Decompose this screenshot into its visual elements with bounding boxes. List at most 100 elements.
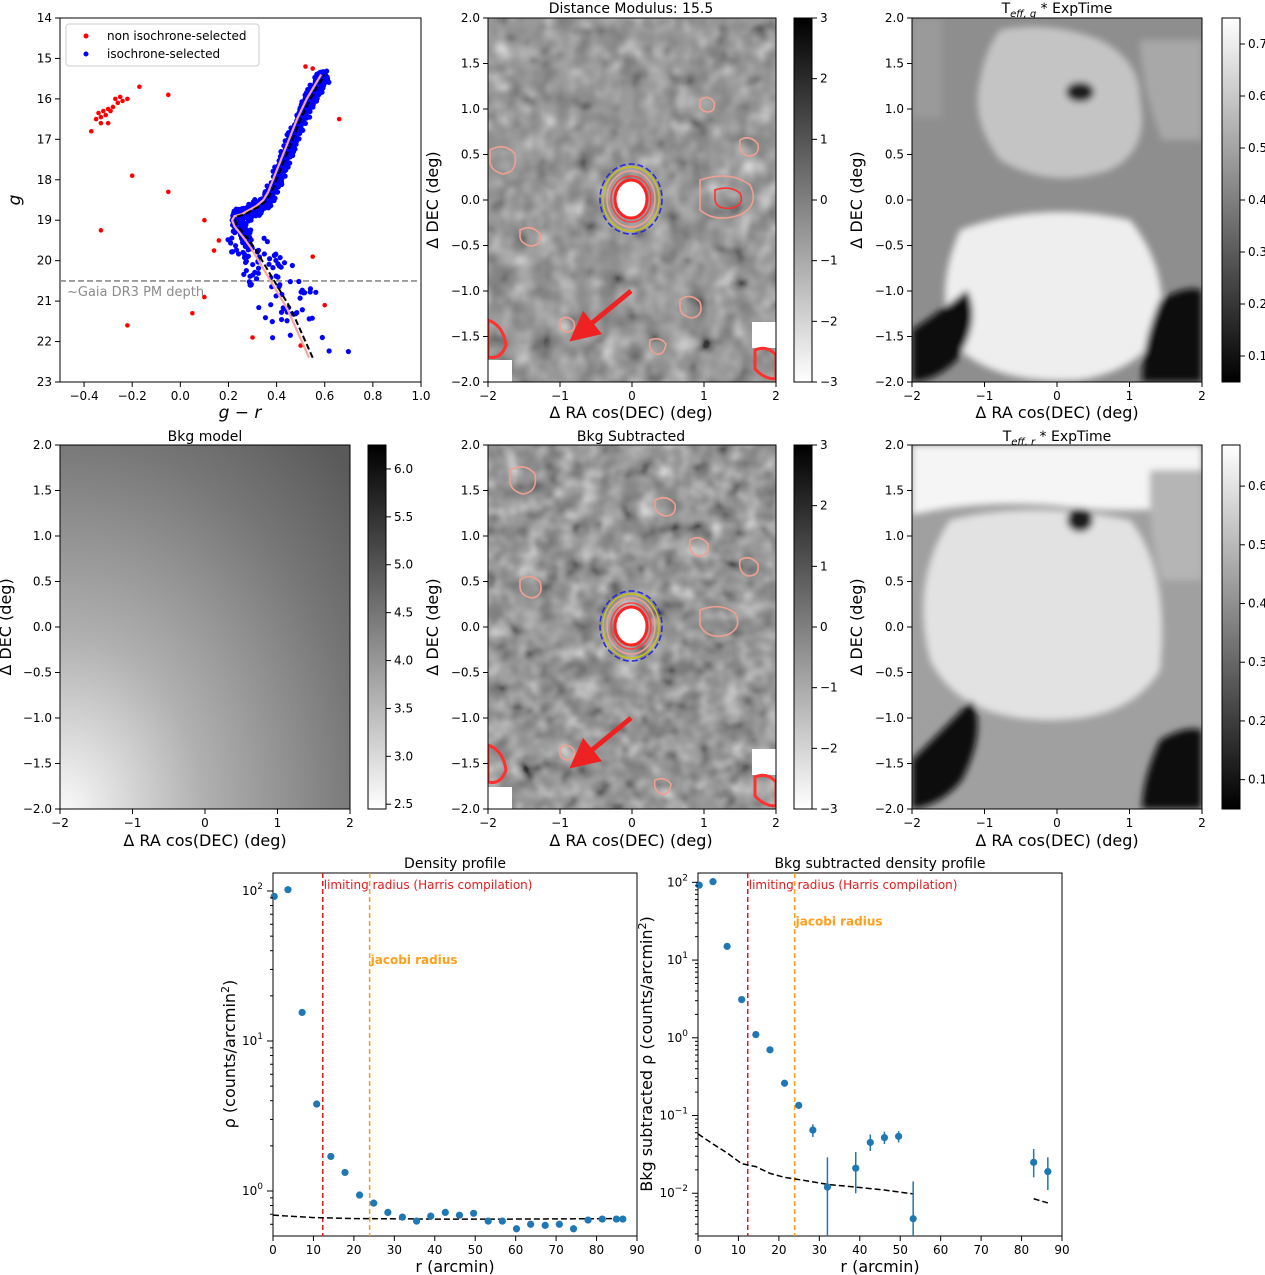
bsdens-ylabel-sup: 2 — [636, 922, 649, 929]
iso-star — [245, 253, 251, 259]
colorbar-tick-label: 0.5 — [1248, 538, 1265, 552]
x-tick-label: 0.2 — [219, 389, 238, 403]
data-point — [723, 942, 731, 950]
x-tick-label: 90 — [1054, 1243, 1069, 1257]
teffr-colorbar-ticks: 0.6 0.5 0.4 0.3 0.2 0.1 — [1240, 479, 1265, 787]
non-iso-star — [117, 94, 123, 100]
x-tick-label: 1 — [274, 816, 282, 830]
data-point — [298, 1008, 306, 1017]
x-tick-label: −1 — [976, 816, 994, 830]
cmd-panel: −0.4 −0.2 0.0 0.2 0.4 0.6 0.8 1.0 14 15 16 17 18 19 2… — [5, 11, 431, 423]
teffg-y-ticks: −2.0 −1.5 −1.0 −0.5 0.0 0.5 1.0 1.5 2.0 — [875, 11, 912, 389]
teffr-ylabel: Δ DEC (deg) — [847, 578, 866, 675]
y-tick-exp: 2 — [682, 873, 688, 883]
y-tick-exp: 0 — [257, 1182, 263, 1192]
x-tick-label: 70 — [973, 1243, 988, 1257]
x-tick-label: 60 — [933, 1243, 948, 1257]
legend-marker-non — [83, 33, 89, 39]
iso-star — [287, 154, 293, 160]
data-point — [427, 1212, 435, 1220]
bsub-ylabel: Δ DEC (deg) — [423, 578, 442, 675]
teffr-title-rest: * ExpTime — [1035, 429, 1111, 445]
iso-star — [241, 251, 248, 257]
iso-star — [261, 235, 267, 241]
teffr-image — [912, 445, 1202, 809]
y-tick-base: 10 — [242, 884, 257, 898]
data-point — [766, 1046, 774, 1054]
bsub-y-ticks: −2.0 −1.5 −1.0 −0.5 0.0 0.5 1.0 1.5 2.0 — [451, 438, 488, 816]
x-tick-label: 60 — [508, 1243, 523, 1257]
bsub-colorbar — [793, 444, 813, 810]
y-tick-label: −0.5 — [451, 239, 480, 253]
iso-star — [324, 78, 330, 85]
colorbar-tick-label: 0.1 — [1248, 349, 1265, 363]
x-tick-label: −2 — [51, 816, 69, 830]
colorbar-tick-label: 3 — [820, 11, 828, 25]
x-tick-label: 0.0 — [171, 389, 190, 403]
dens-ylabel-sup: 2 — [219, 986, 232, 993]
iso-star — [296, 278, 302, 285]
iso-star — [228, 240, 234, 246]
data-point — [809, 1126, 817, 1134]
iso-star — [292, 146, 298, 152]
dens-x-ticks: 0 10 20 30 40 50 60 70 80 90 — [269, 1236, 645, 1257]
x-tick-label: 10 — [306, 1243, 321, 1257]
y-tick-label: 0.5 — [885, 148, 904, 162]
colorbar-tick-label: 0.1 — [1248, 773, 1265, 787]
non-iso-star — [250, 335, 255, 340]
iso-star — [256, 304, 262, 311]
iso-star — [248, 202, 254, 209]
y-tick-label: −1.5 — [451, 757, 480, 771]
y-tick-label: 22 — [37, 335, 52, 349]
limiting-radius-label: limiting radius (Harris compilation) — [324, 878, 533, 892]
data-point — [398, 1213, 407, 1221]
y-tick-label: 1.0 — [461, 529, 480, 543]
data-point — [880, 1133, 889, 1142]
data-point — [780, 1079, 789, 1087]
teffg-xlabel: Δ RA cos(DEC) (deg) — [975, 403, 1138, 422]
bsub-contours — [488, 466, 776, 808]
dm-colorbar — [793, 17, 813, 383]
iso-star — [250, 272, 256, 278]
iso-star — [232, 243, 239, 249]
y-tick-label: 14 — [37, 11, 52, 25]
data-point — [470, 1209, 478, 1217]
colorbar-tick-label: 0.4 — [1248, 597, 1265, 611]
x-tick-label: 0 — [1053, 816, 1061, 830]
jacobi-radius-label: jacobi radius — [795, 915, 883, 929]
dm-mask-br — [752, 322, 776, 348]
y-tick-base: 10 — [667, 875, 682, 889]
y-tick-base: 10 — [659, 1109, 674, 1123]
y-tick-base: 10 — [667, 953, 682, 967]
y-tick-label: 1.5 — [885, 484, 904, 498]
iso-star — [252, 211, 258, 217]
y-tick-label: −2.0 — [875, 375, 904, 389]
iso-star — [289, 262, 295, 269]
non-iso-star — [98, 228, 104, 233]
bsub-mask-br — [752, 749, 776, 775]
iso-star — [310, 101, 316, 107]
iso-star — [243, 267, 249, 274]
teffr-xlabel: Δ RA cos(DEC) (deg) — [975, 831, 1138, 850]
x-tick-label: −1 — [551, 389, 569, 403]
iso-star — [285, 164, 291, 170]
y-tick-label: −0.5 — [451, 666, 480, 680]
teffr-title: Teff, r * ExpTime — [1002, 429, 1112, 448]
dens-title: Density profile — [404, 856, 506, 872]
data-point — [384, 1208, 392, 1217]
non-iso-star — [108, 108, 113, 114]
y-tick-label: 23 — [37, 375, 52, 389]
y-tick-base: 10 — [659, 1186, 674, 1200]
bsdens-marks: limiting radius (Harris compilation) jaco… — [695, 873, 1052, 1236]
iso-star — [274, 189, 280, 195]
y-tick-label: −1.0 — [875, 711, 904, 725]
data-point — [284, 886, 292, 894]
colorbar-tick-label: 0.3 — [1248, 655, 1265, 669]
x-tick-label: 80 — [589, 1243, 604, 1257]
colorbar-tick-label: 1 — [820, 559, 828, 573]
data-point — [270, 892, 278, 901]
colorbar-tick-label: 0 — [820, 620, 828, 634]
data-point — [1044, 1167, 1052, 1176]
x-tick-label: 0 — [201, 816, 209, 830]
